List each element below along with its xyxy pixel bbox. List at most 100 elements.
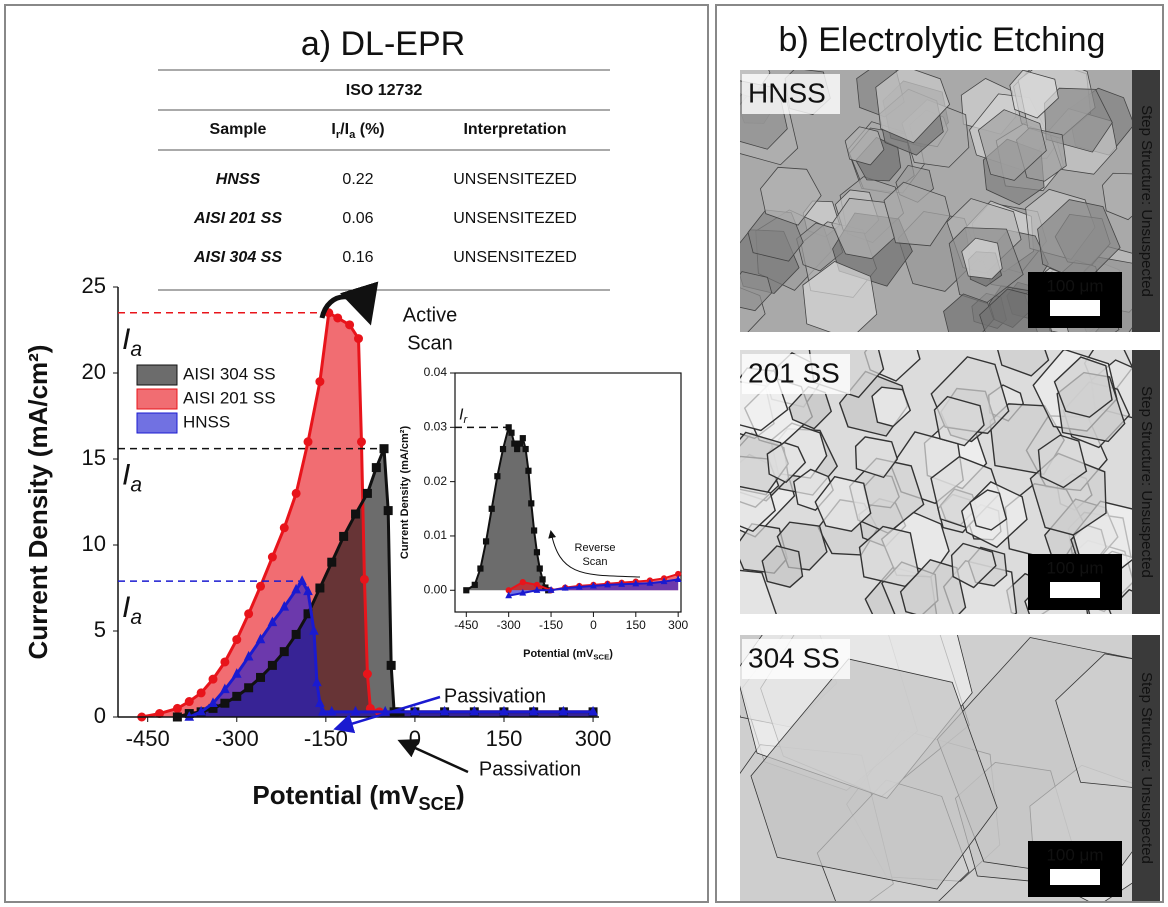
marker — [537, 566, 542, 571]
marker — [372, 464, 380, 472]
legend-label: AISI 304 SS — [183, 364, 276, 383]
marker — [197, 689, 205, 697]
side-label: Step Structure: Unsuspected — [1138, 672, 1155, 864]
marker — [520, 580, 525, 585]
reference-label-part: a — [130, 606, 142, 629]
y-tick-label: 0.03 — [424, 419, 448, 433]
marker — [355, 335, 363, 343]
annotation: Passivation — [444, 685, 546, 707]
table-cell: AISI 201 SS — [193, 210, 282, 227]
annotation: Scan — [582, 556, 607, 568]
table-cell: HNSS — [216, 171, 261, 188]
scale-bar — [1050, 869, 1100, 885]
marker — [316, 584, 324, 592]
x-tick-label: -300 — [215, 726, 259, 751]
legend-swatch — [137, 365, 177, 385]
y-tick-label: 0.01 — [424, 528, 448, 542]
marker — [304, 438, 312, 446]
table-header-part: /I — [340, 121, 349, 138]
reference-label-part: I — [122, 591, 130, 624]
scale-bar — [1050, 300, 1100, 316]
side-label: Step Structure: Unsuspected — [1138, 386, 1155, 578]
marker — [512, 441, 517, 446]
table-cell: UNSENSITEZED — [453, 210, 577, 227]
reference-label-part: I — [122, 459, 130, 492]
marker — [529, 501, 534, 506]
scale-bar-label: 100 μm — [1046, 558, 1103, 577]
marker — [233, 692, 241, 700]
marker — [257, 582, 265, 590]
marker — [384, 507, 392, 515]
marker — [483, 539, 488, 544]
table-title: ISO 12732 — [346, 82, 423, 99]
marker — [209, 675, 217, 683]
marker — [357, 438, 365, 446]
annotation: Active — [403, 304, 457, 326]
marker — [292, 489, 300, 497]
marker — [534, 550, 539, 555]
y-tick-label: 0.04 — [424, 365, 448, 379]
x-tick-label: -150 — [304, 726, 348, 751]
y-axis-label: Current Density (mA/cm²) — [23, 345, 53, 660]
reference-label-part: a — [130, 337, 142, 360]
marker — [245, 610, 253, 618]
y-tick-label: 20 — [82, 359, 106, 384]
marker — [268, 661, 276, 669]
marker — [495, 474, 500, 479]
x-tick-label: 300 — [575, 726, 612, 751]
x-tick-label: -450 — [454, 618, 478, 632]
marker — [363, 670, 371, 678]
x-tick-label: 150 — [486, 726, 523, 751]
marker — [517, 441, 522, 446]
reference-label-part: I — [122, 323, 130, 356]
marker — [346, 321, 354, 329]
marker — [292, 630, 300, 638]
image-label: HNSS — [748, 77, 826, 108]
reference-label: Ia — [122, 591, 142, 629]
marker — [340, 532, 348, 540]
marker — [185, 698, 193, 706]
x-axis-label: Potential (mVSCE) — [523, 648, 613, 661]
legend-swatch — [137, 389, 177, 409]
x-axis-label-part: SCE — [419, 794, 456, 814]
marker — [280, 524, 288, 532]
marker — [540, 577, 545, 582]
marker — [509, 430, 514, 435]
table-cell: 0.22 — [342, 171, 373, 188]
x-tick-label: 0 — [590, 618, 597, 632]
marker — [280, 648, 288, 656]
table-cell: AISI 304 SS — [193, 249, 282, 266]
marker — [334, 314, 342, 322]
scale-bar-label: 100 μm — [1046, 845, 1103, 864]
marker — [173, 704, 181, 712]
marker — [257, 673, 265, 681]
x-axis-label: Potential (mVSCE) — [252, 780, 464, 814]
table-header: Ir/Ia (%) — [331, 121, 384, 141]
figure: a) DL-EPR b) Electrolytic Etching ISO 12… — [0, 0, 1168, 907]
marker — [328, 558, 336, 566]
marker — [515, 446, 520, 451]
image-label: 304 SS — [748, 642, 840, 673]
x-tick-label: 150 — [626, 618, 646, 632]
marker — [221, 699, 229, 707]
image-label: 201 SS — [748, 357, 840, 388]
marker — [221, 658, 229, 666]
y-tick-label: 15 — [82, 445, 106, 470]
scale-bar-label: 100 μm — [1046, 276, 1103, 295]
marker — [360, 575, 368, 583]
x-axis-label-part: SCE — [593, 652, 609, 661]
x-tick-label: -450 — [126, 726, 170, 751]
marker — [532, 528, 537, 533]
annotation: Passivation — [479, 758, 581, 780]
legend-label: AISI 201 SS — [183, 388, 276, 407]
marker — [233, 636, 241, 644]
table-cell: UNSENSITEZED — [453, 171, 577, 188]
x-axis-label-part: Potential (mV — [252, 780, 419, 810]
table-cell: UNSENSITEZED — [453, 249, 577, 266]
marker — [520, 436, 525, 441]
marker — [268, 553, 276, 561]
marker — [500, 446, 505, 451]
annotation: Scan — [407, 332, 453, 354]
marker — [478, 566, 483, 571]
legend-label: HNSS — [183, 412, 230, 431]
